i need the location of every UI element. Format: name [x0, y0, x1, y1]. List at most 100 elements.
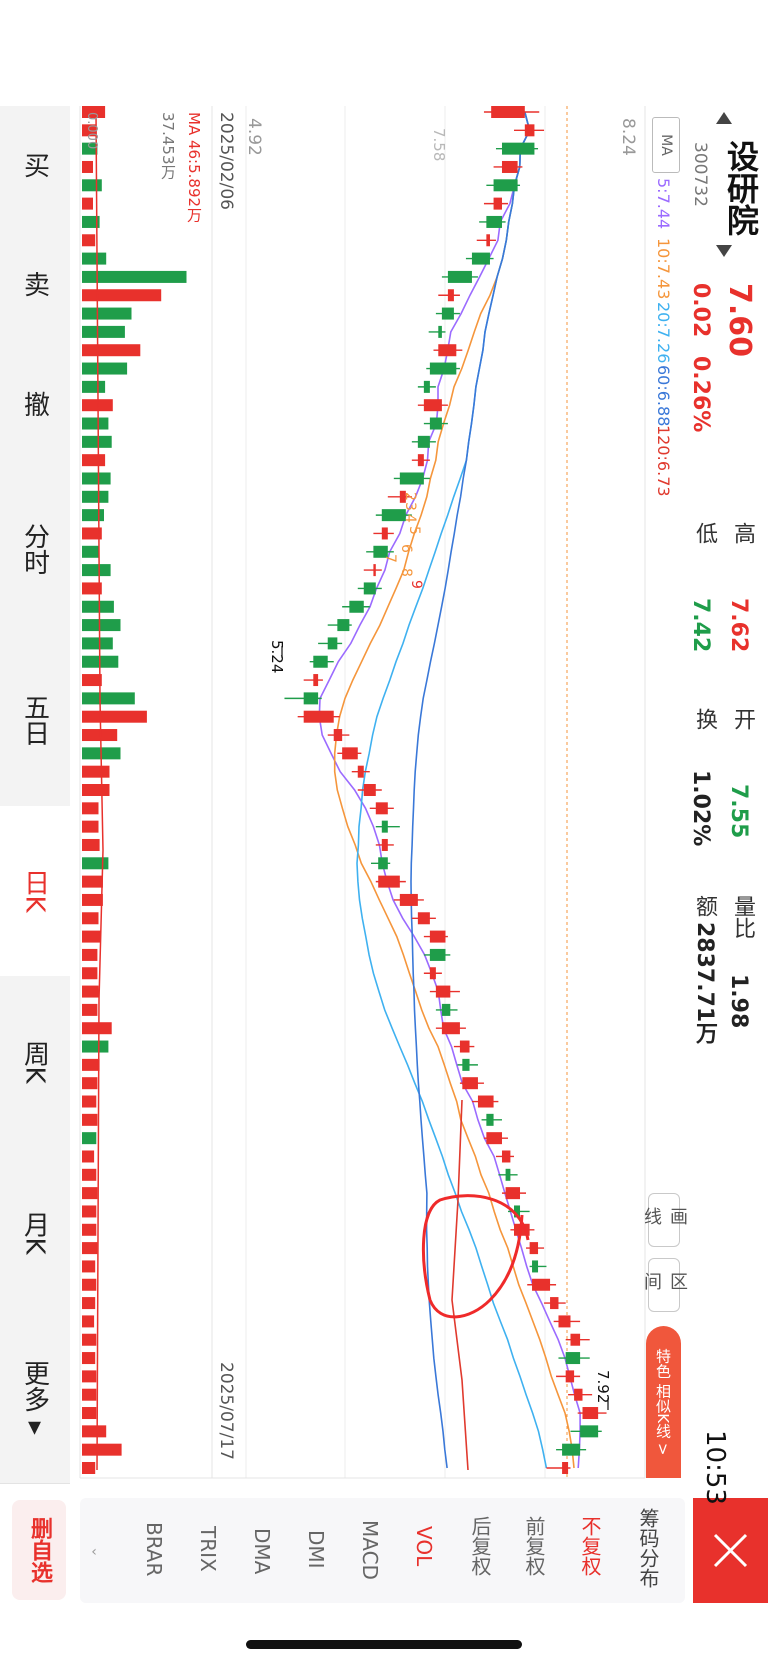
- nine-turn-8: 8: [398, 568, 414, 577]
- candle-body: [438, 325, 442, 338]
- tab-sell[interactable]: 卖: [0, 224, 70, 345]
- volume-bar: [82, 967, 98, 980]
- volume-bar: [82, 802, 99, 815]
- volume-bar: [82, 857, 109, 870]
- candle-body: [441, 1022, 460, 1035]
- menu-trix[interactable]: TRIX: [196, 1526, 220, 1572]
- candle-body: [505, 1187, 521, 1200]
- menu-no-adjust[interactable]: 不复权: [578, 1516, 602, 1576]
- volume-bar: [82, 930, 101, 943]
- candle-body: [486, 1132, 502, 1145]
- volume-bar: [82, 1003, 98, 1016]
- next-stock-icon[interactable]: [716, 245, 732, 257]
- volume-bar: [82, 435, 112, 448]
- similar-kline-banner[interactable]: 特色 相似K线 >: [646, 1326, 681, 1478]
- menu-chip-distribution[interactable]: 筹码分布: [636, 1508, 660, 1588]
- tab-more[interactable]: 更多▾: [0, 1318, 70, 1484]
- volume-bar: [82, 1425, 107, 1438]
- candle-body: [417, 912, 430, 925]
- tab-label: 周K: [19, 1040, 50, 1084]
- candle-body: [378, 857, 388, 870]
- candle-body: [438, 344, 457, 357]
- candle-body: [441, 1003, 451, 1016]
- menu-dma[interactable]: DMA: [250, 1528, 274, 1575]
- candle-body: [565, 1352, 581, 1365]
- last-price: 7.60: [722, 283, 757, 358]
- candle-body: [459, 1040, 470, 1053]
- turnover-label: 换: [692, 708, 717, 730]
- candle-body: [399, 893, 418, 906]
- candle-body: [550, 1297, 559, 1310]
- volume-bar: [82, 472, 111, 485]
- chevron-down-icon[interactable]: ‹: [91, 1544, 97, 1560]
- candle-body: [399, 490, 406, 503]
- volume-bar: [82, 380, 106, 393]
- candle-body: [580, 1425, 599, 1438]
- candle-body: [532, 1278, 551, 1291]
- delete-watchlist-label: 删自选: [27, 1517, 52, 1583]
- range-button[interactable]: 区间: [641, 1258, 688, 1312]
- candle-body: [462, 1058, 470, 1071]
- volume-bar: [82, 1260, 96, 1273]
- price-bottom-label: 4.92: [244, 118, 264, 156]
- volume-bar: [82, 234, 96, 247]
- tab-label: 卖: [19, 271, 50, 297]
- volume-bar: [82, 490, 109, 503]
- candle-body: [381, 838, 388, 851]
- volume-bar: [82, 985, 99, 998]
- volume-bar: [82, 509, 104, 522]
- volume-bar: [82, 1223, 97, 1236]
- candle-body: [303, 710, 334, 723]
- draw-line-button[interactable]: 画线: [641, 1193, 688, 1247]
- tab-daily-k[interactable]: 日K: [0, 806, 70, 977]
- candle-body: [423, 380, 430, 393]
- volume-bar: [82, 600, 114, 613]
- volume-bar: [82, 344, 141, 357]
- tab-weekly-k[interactable]: 周K: [0, 976, 70, 1149]
- candle-body: [462, 1077, 478, 1090]
- candle-body: [429, 948, 446, 961]
- candle-body: [363, 582, 376, 595]
- delete-watchlist-button[interactable]: 删自选: [12, 1500, 66, 1600]
- candle-body: [501, 160, 518, 173]
- volume-bar: [82, 124, 97, 137]
- volume-bar: [82, 1205, 97, 1218]
- prev-stock-icon[interactable]: [716, 112, 732, 124]
- home-indicator[interactable]: [246, 1640, 522, 1649]
- menu-macd[interactable]: MACD: [358, 1520, 382, 1580]
- candle-body: [441, 307, 454, 320]
- candle-body: [429, 930, 446, 943]
- volume-bar: [82, 838, 100, 851]
- ma-selector[interactable]: MA: [652, 117, 680, 173]
- tab-buy[interactable]: 买: [0, 106, 70, 225]
- menu-vol[interactable]: VOL: [412, 1526, 436, 1567]
- start-date-label: 2025/02/06: [216, 112, 236, 210]
- candle-body: [381, 509, 406, 522]
- low-value: 7.42: [688, 598, 713, 653]
- volume-bar: [82, 1352, 96, 1365]
- ma20-value: 20:7.26: [654, 302, 673, 364]
- tab-five-day[interactable]: 五日: [0, 634, 70, 807]
- volume-bar: [82, 454, 106, 467]
- menu-backward-adjust[interactable]: 后复权: [468, 1516, 492, 1576]
- ma10-line: [333, 111, 575, 1469]
- menu-brar[interactable]: BRAR: [142, 1522, 166, 1577]
- volume-bar: [82, 912, 99, 925]
- volume-bar: [82, 729, 118, 742]
- volume-bar: [82, 893, 103, 906]
- stock-name: 设研院: [722, 140, 760, 236]
- tab-intraday[interactable]: 分时: [0, 464, 70, 635]
- price-top-label: 8.24: [618, 118, 638, 156]
- tab-cancel[interactable]: 撤: [0, 344, 70, 465]
- tab-monthly-k[interactable]: 月K: [0, 1148, 70, 1319]
- tab-label: 更多▾: [19, 1359, 50, 1442]
- close-button[interactable]: [693, 1498, 768, 1603]
- candle-body: [381, 820, 388, 833]
- volume-bar: [82, 674, 102, 687]
- menu-forward-adjust[interactable]: 前复权: [522, 1516, 546, 1576]
- close-icon: [713, 1533, 748, 1568]
- menu-dmi[interactable]: DMI: [304, 1530, 328, 1569]
- amount-label: 额: [692, 895, 717, 917]
- open-label: 开: [730, 708, 755, 730]
